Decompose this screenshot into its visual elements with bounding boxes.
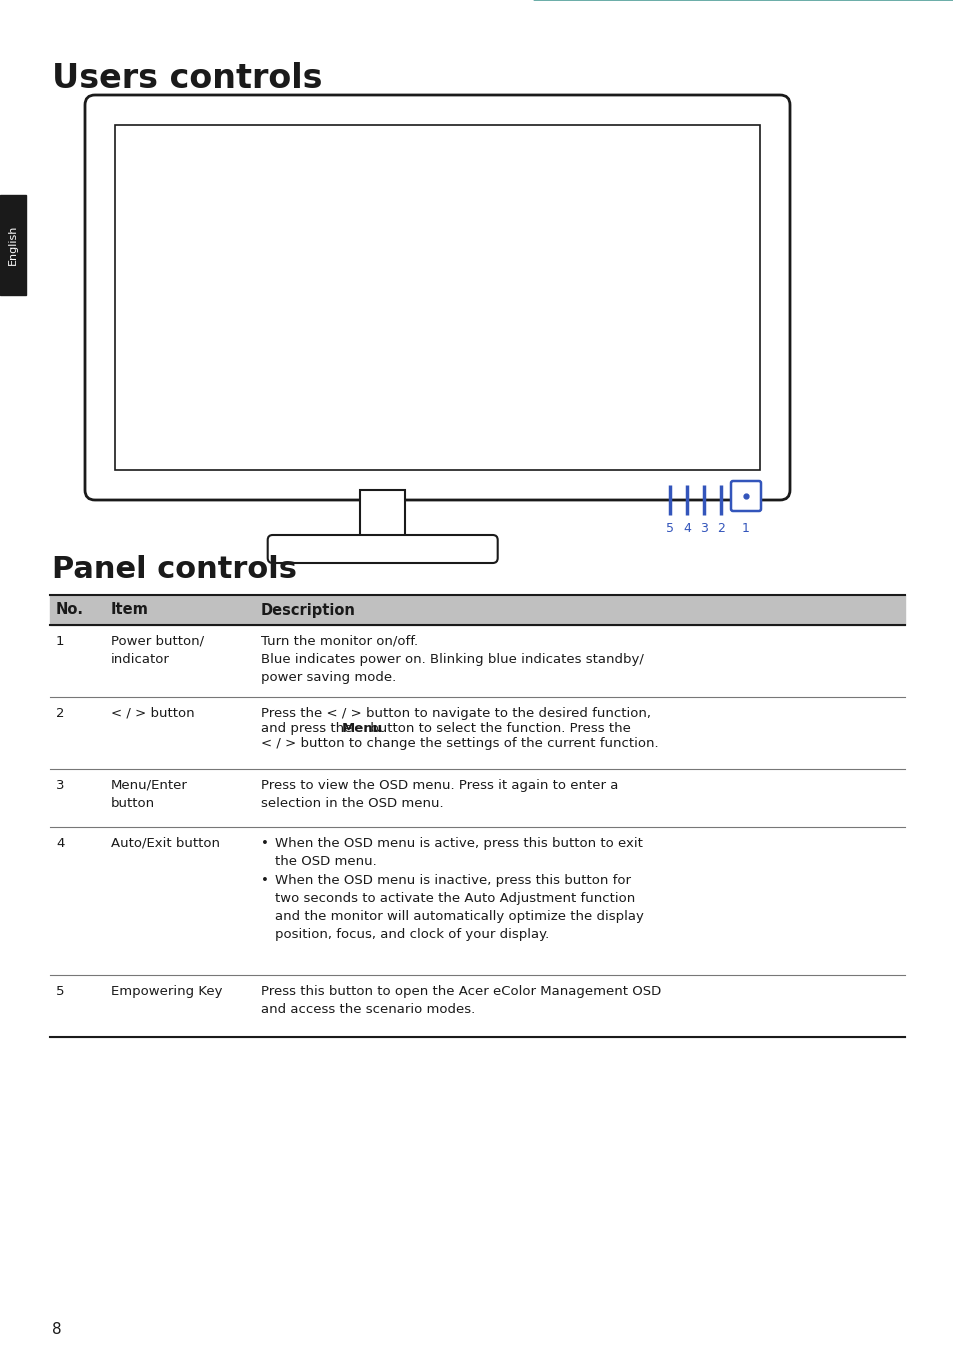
Text: 1: 1: [56, 635, 65, 648]
Text: 8: 8: [52, 1322, 62, 1338]
Text: 5: 5: [56, 986, 65, 998]
Text: Press to view the OSD menu. Press it again to enter a
selection in the OSD menu.: Press to view the OSD menu. Press it aga…: [261, 779, 618, 810]
Text: English: English: [8, 225, 18, 266]
Text: 5: 5: [665, 523, 673, 535]
Text: Turn the monitor on/off.
Blue indicates power on. Blinking blue indicates standb: Turn the monitor on/off. Blue indicates …: [261, 635, 643, 684]
Bar: [360, 490, 405, 539]
Text: and press the: and press the: [261, 721, 356, 735]
Text: When the OSD menu is active, press this button to exit
the OSD menu.: When the OSD menu is active, press this …: [274, 836, 642, 868]
Text: Item: Item: [111, 602, 149, 617]
Text: < / > button: < / > button: [111, 706, 194, 720]
FancyBboxPatch shape: [268, 535, 497, 563]
FancyBboxPatch shape: [730, 481, 760, 511]
Bar: [50, 596, 904, 626]
Text: 4: 4: [682, 523, 690, 535]
Text: Panel controls: Panel controls: [52, 556, 296, 585]
Text: 1: 1: [741, 523, 749, 535]
Text: When the OSD menu is inactive, press this button for
two seconds to activate the: When the OSD menu is inactive, press thi…: [274, 873, 643, 941]
Text: 2: 2: [717, 523, 724, 535]
Bar: [0, 194, 26, 294]
Text: Auto/Exit button: Auto/Exit button: [111, 836, 220, 850]
Text: acer: acer: [52, 29, 99, 47]
Text: 3: 3: [56, 779, 65, 793]
Text: •: •: [261, 836, 269, 850]
Text: Menu: Menu: [342, 721, 383, 735]
Text: 4: 4: [56, 836, 64, 850]
Text: Description: Description: [261, 602, 355, 617]
Text: Press the < / > button to navigate to the desired function,: Press the < / > button to navigate to th…: [261, 706, 650, 720]
Text: 2: 2: [56, 706, 65, 720]
Text: Users controls: Users controls: [52, 62, 322, 94]
Text: Menu/Enter
button: Menu/Enter button: [111, 779, 188, 810]
FancyBboxPatch shape: [85, 94, 789, 500]
Text: button to select the function. Press the: button to select the function. Press the: [366, 721, 631, 735]
Text: Press this button to open the Acer eColor Management OSD
and access the scenario: Press this button to open the Acer eColo…: [261, 986, 660, 1016]
Text: Empowering Key: Empowering Key: [111, 986, 222, 998]
Text: No.: No.: [56, 602, 84, 617]
Text: 3: 3: [700, 523, 707, 535]
Text: •: •: [261, 873, 269, 887]
Bar: [115, 125, 760, 470]
Text: < / > button to change the settings of the current function.: < / > button to change the settings of t…: [261, 737, 658, 750]
Text: Power button/
indicator: Power button/ indicator: [111, 635, 204, 665]
